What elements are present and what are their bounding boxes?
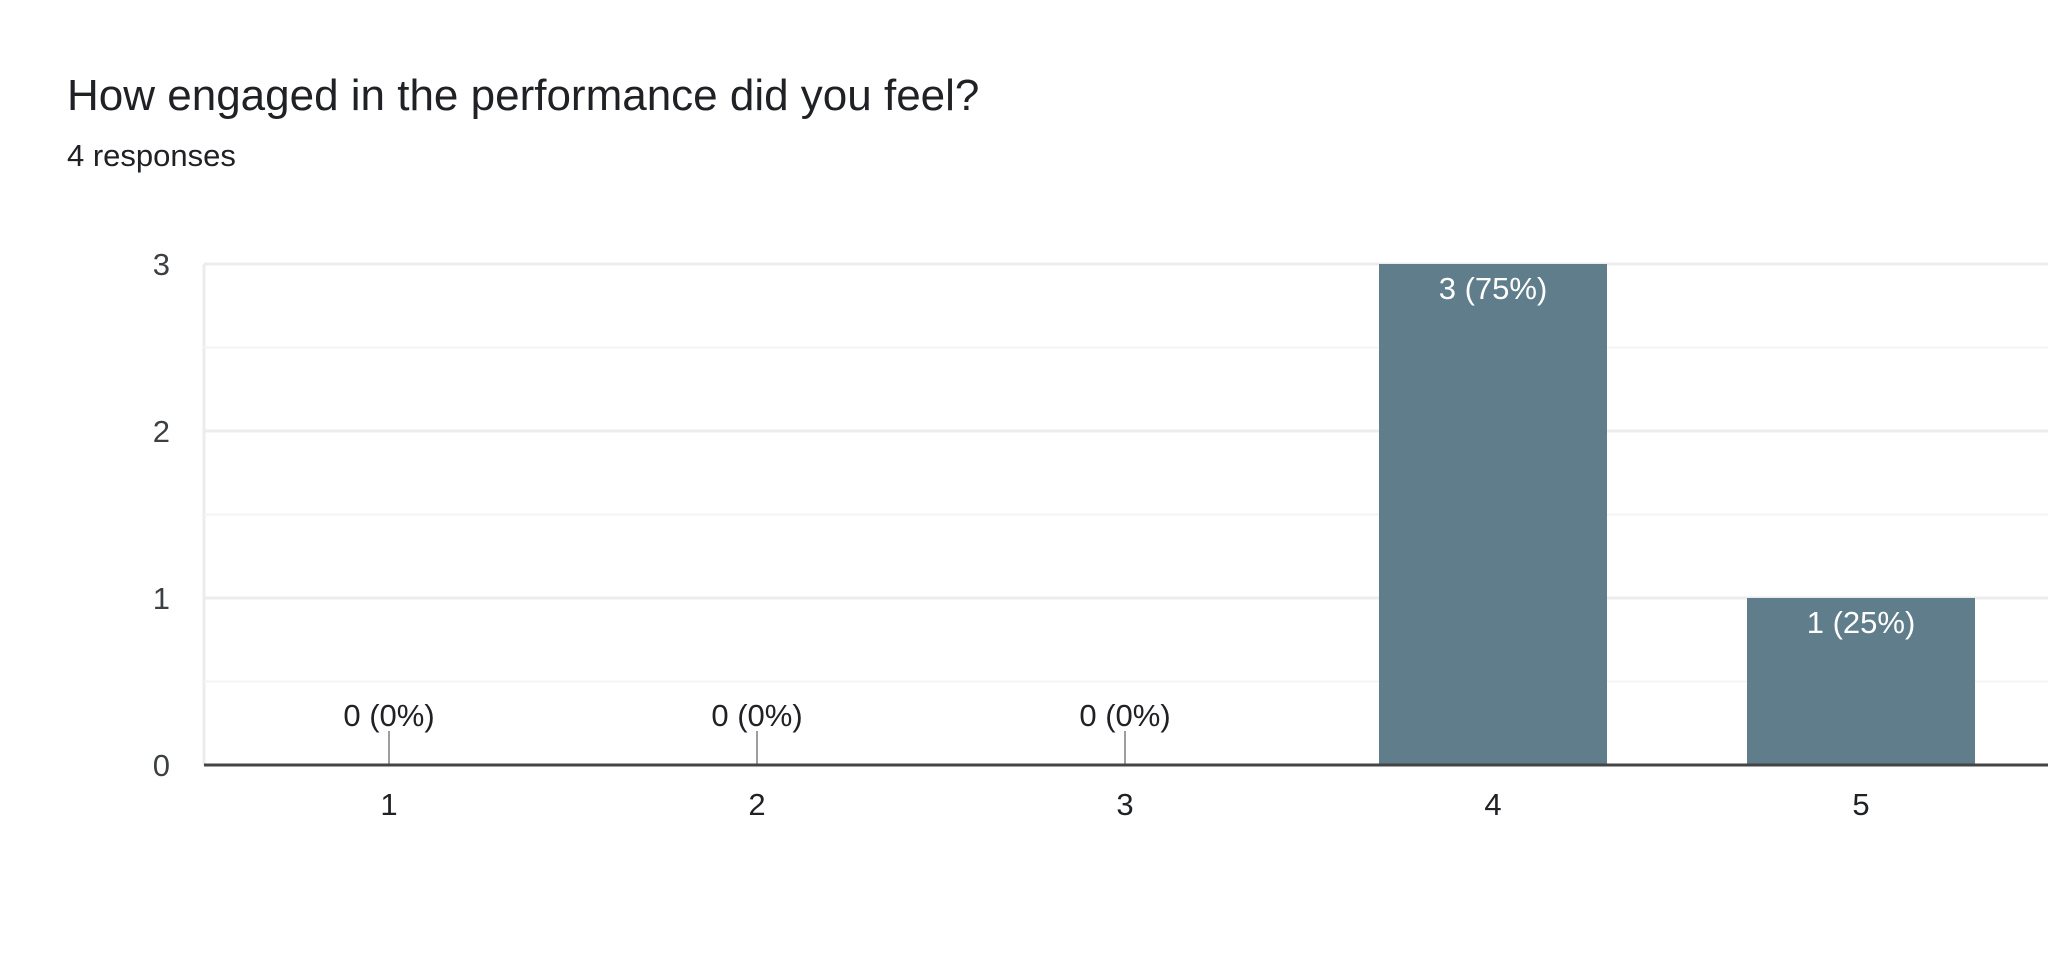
y-tick-label: 0 [153,748,170,783]
axes: 0 1 2 3 1 2 3 4 5 [153,247,2048,822]
bar [1379,264,1607,765]
x-tick-label: 3 [1116,787,1133,822]
response-count: 4 responses [67,138,236,173]
chart-title: How engaged in the performance did you f… [67,71,980,120]
x-tick-label: 4 [1484,787,1501,822]
data-label: 0 (0%) [1079,698,1170,733]
bars [388,264,1975,765]
x-tick-label: 2 [748,787,765,822]
y-tick-label: 2 [153,414,170,449]
x-tick-label: 1 [380,787,397,822]
data-label: 3 (75%) [1439,271,1548,306]
data-label: 1 (25%) [1807,605,1916,640]
data-label: 0 (0%) [343,698,434,733]
y-tick-label: 1 [153,581,170,616]
data-label: 0 (0%) [711,698,802,733]
data-labels: 0 (0%) 0 (0%) 0 (0%) 3 (75%) 1 (25%) [343,271,1915,733]
x-tick-label: 5 [1852,787,1869,822]
y-tick-label: 3 [153,247,170,282]
gridlines [202,262,2048,765]
bar [1747,598,1975,765]
